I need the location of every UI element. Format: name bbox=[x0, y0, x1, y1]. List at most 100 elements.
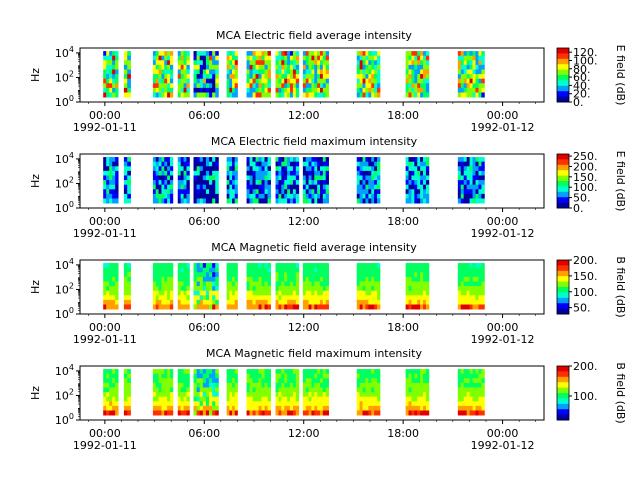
spectrogram-cell bbox=[408, 263, 412, 269]
spectrogram-cell bbox=[463, 396, 468, 402]
spectrogram-cell bbox=[460, 276, 465, 282]
spectrogram-cell bbox=[356, 267, 361, 273]
spectrogram-cell bbox=[423, 369, 427, 375]
spectrogram-cell bbox=[183, 78, 187, 84]
spectrogram-cell bbox=[405, 295, 409, 301]
colorbar-swatch bbox=[557, 72, 569, 74]
spectrogram-cell bbox=[359, 189, 363, 195]
spectrogram-cell bbox=[368, 392, 372, 398]
spectrogram-cell bbox=[460, 263, 465, 269]
spectrogram-cell bbox=[466, 263, 471, 269]
spectrogram-cell bbox=[177, 295, 182, 301]
spectrogram-cell bbox=[420, 69, 424, 75]
spectrogram-cell bbox=[258, 267, 262, 273]
spectrogram-cell bbox=[284, 166, 288, 172]
spectrogram-cell bbox=[212, 51, 216, 57]
y-axis-label: Hz bbox=[29, 280, 42, 294]
spectrogram-cell bbox=[423, 373, 427, 379]
spectrogram-cell bbox=[405, 272, 409, 278]
spectrogram-cell bbox=[232, 74, 236, 80]
spectrogram-cell bbox=[463, 51, 468, 57]
spectrogram-cell bbox=[475, 184, 479, 190]
spectrogram-cell bbox=[115, 295, 119, 301]
spectrogram-cell bbox=[199, 184, 204, 190]
spectrogram-cell bbox=[205, 64, 210, 70]
spectrogram-cell bbox=[414, 74, 418, 80]
spectrogram-cell bbox=[290, 276, 294, 282]
colorbar-swatch bbox=[557, 278, 569, 281]
spectrogram-cell bbox=[232, 272, 236, 278]
spectrogram-cell bbox=[109, 267, 113, 273]
spectrogram-cell bbox=[180, 410, 184, 416]
spectrogram-cell bbox=[109, 170, 113, 176]
spectrogram-cell bbox=[164, 267, 168, 273]
spectrogram-cell bbox=[183, 387, 187, 393]
spectrogram-cell bbox=[169, 401, 174, 407]
spectrogram-cell bbox=[475, 64, 479, 70]
spectrogram-cell bbox=[320, 189, 324, 195]
spectrogram-cell bbox=[414, 180, 418, 186]
spectrogram-cell bbox=[368, 83, 372, 89]
spectrogram-cell bbox=[109, 92, 113, 98]
spectrogram-cell bbox=[365, 263, 369, 269]
spectrogram-cell bbox=[325, 161, 329, 167]
spectrogram-cell bbox=[127, 396, 131, 402]
colorbar-swatch bbox=[557, 180, 569, 182]
spectrogram-cell bbox=[305, 69, 309, 75]
spectrogram-cell bbox=[371, 161, 375, 167]
spectrogram-cell bbox=[317, 272, 321, 278]
spectrogram-cell bbox=[278, 92, 282, 98]
spectrogram-cell bbox=[305, 295, 309, 301]
spectrogram-cell bbox=[103, 92, 107, 98]
spectrogram-cell bbox=[295, 378, 300, 384]
spectrogram-cell bbox=[423, 299, 427, 305]
spectrogram-cell bbox=[320, 83, 324, 89]
spectrogram-cell bbox=[356, 193, 361, 199]
spectrogram-cell bbox=[278, 198, 282, 204]
spectrogram-cell bbox=[267, 396, 271, 402]
spectrogram-cell bbox=[290, 60, 294, 66]
colorbar-swatch bbox=[557, 163, 569, 166]
spectrogram-cell bbox=[405, 276, 409, 282]
spectrogram-cell bbox=[284, 299, 288, 305]
spectrogram-cell bbox=[152, 373, 157, 379]
spectrogram-cell bbox=[325, 286, 329, 292]
spectrogram-cell bbox=[246, 392, 250, 398]
spectrogram-cell bbox=[362, 78, 366, 84]
spectrogram-cell bbox=[365, 373, 369, 379]
spectrogram-cell bbox=[469, 392, 473, 398]
spectrogram-cell bbox=[356, 166, 361, 172]
spectrogram-cell bbox=[359, 78, 363, 84]
spectrogram-cell bbox=[417, 369, 421, 375]
spectrogram-cell bbox=[202, 184, 207, 190]
colorbar: 0.50.100.150.200.250. E field (dB) bbox=[556, 150, 627, 215]
colorbar-swatch bbox=[557, 414, 569, 416]
spectrogram-cell bbox=[425, 410, 430, 416]
colorbar-swatch bbox=[557, 392, 569, 394]
colorbar-swatch bbox=[557, 270, 569, 273]
spectrogram-cell bbox=[229, 60, 233, 66]
spectrogram-cell bbox=[177, 184, 182, 190]
spectrogram-cell bbox=[115, 193, 119, 199]
spectrogram-cell bbox=[199, 299, 204, 305]
spectrogram-cell bbox=[356, 290, 361, 296]
colorbar-swatch bbox=[557, 296, 569, 299]
spectrogram-cell bbox=[264, 78, 268, 84]
colorbar-swatch bbox=[557, 93, 569, 96]
spectrogram-cell bbox=[320, 295, 324, 301]
spectrogram-cell bbox=[371, 272, 375, 278]
spectrogram-cell bbox=[249, 55, 253, 61]
spectrogram-cell bbox=[169, 405, 174, 411]
spectrogram-cell bbox=[112, 87, 116, 93]
spectrogram-cell bbox=[212, 263, 216, 269]
spectrogram-cell bbox=[249, 92, 253, 98]
spectrogram-cell bbox=[199, 392, 204, 398]
spectrogram-cell bbox=[180, 189, 184, 195]
spectrogram-cell bbox=[320, 166, 324, 172]
spectrogram-cell bbox=[226, 387, 230, 393]
spectrogram-cell bbox=[368, 198, 372, 204]
spectrogram-cell bbox=[180, 396, 184, 402]
spectrogram-cell bbox=[425, 60, 430, 66]
spectrogram-cell bbox=[374, 74, 378, 80]
spectrogram-cell bbox=[460, 51, 465, 57]
